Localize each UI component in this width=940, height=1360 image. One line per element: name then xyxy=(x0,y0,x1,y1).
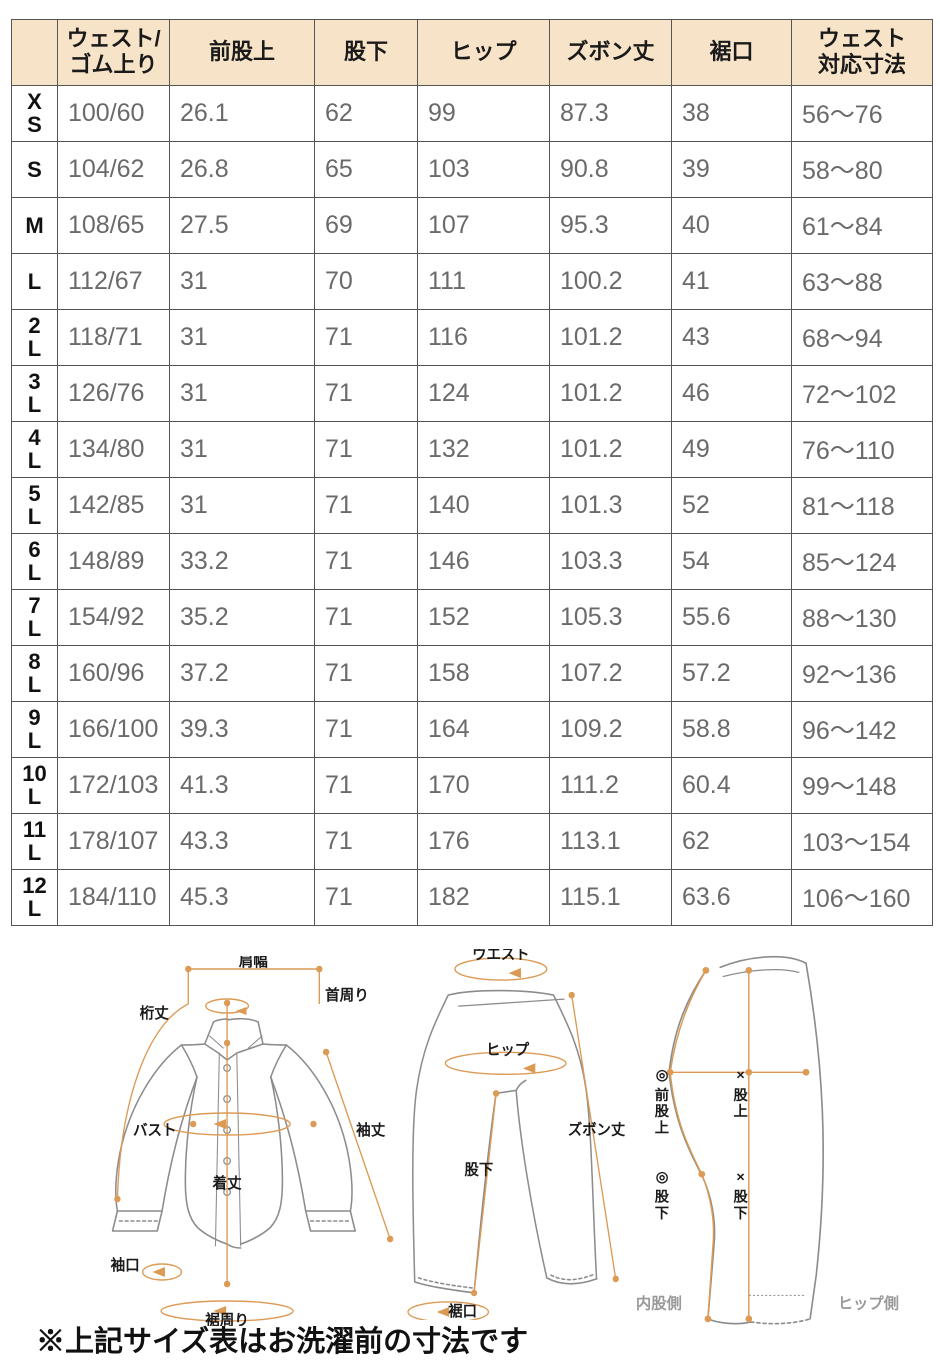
svg-text:首周り: 首周り xyxy=(325,986,369,1004)
svg-text:股: 股 xyxy=(655,1103,670,1120)
svg-text:前: 前 xyxy=(655,1086,669,1104)
svg-text:×: × xyxy=(736,1067,744,1083)
svg-text:◎: ◎ xyxy=(656,1169,668,1185)
svg-text:ヒップ側: ヒップ側 xyxy=(838,1295,899,1313)
svg-text:ウエスト: ウエスト xyxy=(472,949,529,963)
svg-text:肩幅: 肩幅 xyxy=(239,956,268,970)
svg-text:袖口: 袖口 xyxy=(111,1256,140,1274)
svg-text:下: 下 xyxy=(733,1205,747,1222)
svg-text:内股側: 内股側 xyxy=(636,1295,682,1313)
svg-text:×: × xyxy=(736,1169,744,1185)
svg-text:ズボン丈: ズボン丈 xyxy=(568,1120,626,1138)
svg-text:◎: ◎ xyxy=(656,1067,668,1083)
svg-text:股下: 股下 xyxy=(464,1161,493,1178)
svg-text:袖丈: 袖丈 xyxy=(356,1121,385,1139)
svg-text:下: 下 xyxy=(655,1205,669,1222)
svg-text:裾周り: 裾周り xyxy=(205,1311,249,1326)
svg-text:バスト: バスト xyxy=(133,1122,177,1139)
svg-text:着丈: 着丈 xyxy=(212,1174,242,1192)
svg-text:裾口: 裾口 xyxy=(448,1302,477,1320)
svg-text:股: 股 xyxy=(655,1189,670,1206)
svg-text:ヒップ: ヒップ xyxy=(486,1041,529,1058)
svg-text:桁丈: 桁丈 xyxy=(140,1004,169,1022)
svg-text:上: 上 xyxy=(655,1119,669,1136)
svg-text:上: 上 xyxy=(733,1103,747,1120)
svg-text:股: 股 xyxy=(733,1189,748,1206)
svg-text:股: 股 xyxy=(733,1087,748,1104)
